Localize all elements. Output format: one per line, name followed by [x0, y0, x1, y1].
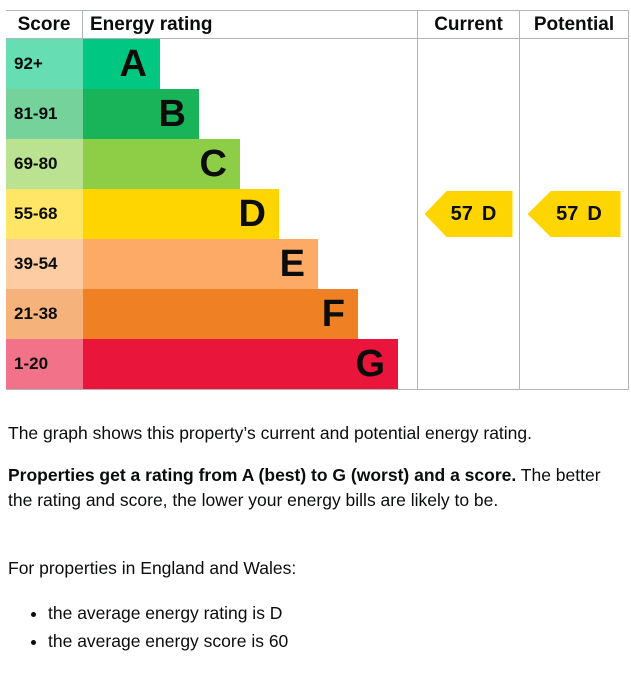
potential-rating-score: 57 [556, 202, 579, 225]
current-column-cell [417, 339, 519, 389]
band-score-range: 81-91 [6, 89, 83, 139]
band-bar-cell: B [83, 89, 417, 139]
current-rating-arrow: 57 D [424, 191, 513, 237]
region-intro: For properties in England and Wales: [8, 558, 297, 578]
band-bar-cell: D [83, 189, 417, 239]
band-score-range: 69-80 [6, 139, 83, 189]
average-rating-item: the average energy rating is D [48, 601, 628, 626]
band-row-e: 39-54 E [6, 239, 628, 289]
band-score-range: 92+ [6, 39, 83, 89]
graph-description: The graph shows this property’s current … [8, 423, 533, 443]
band-bar-a: A [83, 39, 160, 89]
band-letter: C [199, 143, 227, 185]
band-row-a: 92+ A [6, 39, 628, 89]
band-bar-cell: C [83, 139, 417, 189]
header-score: Score [6, 11, 83, 38]
band-score-range: 1-20 [6, 339, 83, 389]
potential-rating-letter: D [587, 202, 602, 225]
band-row-f: 21-38 F [6, 289, 628, 339]
energy-rating-graph: Score Energy rating Current Potential 92… [6, 10, 629, 390]
band-letter: B [158, 93, 186, 135]
current-column-cell [417, 289, 519, 339]
rating-explanation-bold: Properties get a rating from A (best) to… [8, 465, 517, 485]
band-score-range: 55-68 [6, 189, 83, 239]
band-bar-cell: G [83, 339, 417, 389]
rating-explanation: Properties get a rating from A (best) to… [8, 463, 628, 513]
band-bar-g: G [83, 339, 398, 389]
header-current: Current [417, 11, 519, 38]
graph-description-section: The graph shows this property’s current … [8, 421, 628, 654]
band-letter: D [238, 193, 266, 235]
average-stats-list: the average energy rating is D the avera… [8, 601, 628, 654]
current-column-cell [417, 39, 519, 89]
band-bar-c: C [83, 139, 240, 189]
band-row-d: 55-68 D 57 D 57 D [6, 189, 628, 239]
band-score-range: 21-38 [6, 289, 83, 339]
current-rating-score: 57 [450, 202, 473, 225]
band-score-range: 39-54 [6, 239, 83, 289]
band-bar-b: B [83, 89, 199, 139]
band-letter: E [279, 243, 305, 285]
current-column-cell [417, 239, 519, 289]
potential-column-cell: 57 D [519, 189, 628, 239]
average-score-item: the average energy score is 60 [48, 629, 628, 654]
band-bar-cell: F [83, 289, 417, 339]
rating-explanation-rest: The better the rating and score, the low… [8, 465, 601, 510]
current-column-cell: 57 D [417, 189, 519, 239]
header-energy-rating: Energy rating [90, 13, 213, 35]
current-rating-letter: D [481, 202, 497, 225]
band-row-c: 69-80 C [6, 139, 628, 189]
band-bar-cell: A [83, 39, 417, 89]
potential-column-cell [519, 39, 628, 89]
band-row-b: 81-91 B [6, 89, 628, 139]
potential-column-cell [519, 89, 628, 139]
graph-header-row: Score Energy rating Current Potential [6, 11, 628, 39]
band-bar-f: F [83, 289, 358, 339]
current-column-cell [417, 89, 519, 139]
potential-column-cell [519, 339, 628, 389]
band-letter: F [321, 293, 345, 335]
band-bar-d: D [83, 189, 279, 239]
band-rows: 92+ A 81-91 B 69-80 C 55-68 D 57 D 57 D 39-54 E 21-38 F… [6, 39, 628, 389]
band-letter: A [119, 43, 147, 85]
potential-rating-arrow: 57 D [527, 191, 621, 237]
current-column-cell [417, 139, 519, 189]
potential-column-cell [519, 139, 628, 189]
potential-column-cell [519, 289, 628, 339]
band-letter: G [355, 343, 385, 385]
potential-column-cell [519, 239, 628, 289]
band-bar-cell: E [83, 239, 417, 289]
header-potential: Potential [519, 11, 628, 38]
band-row-g: 1-20 G [6, 339, 628, 389]
band-bar-e: E [83, 239, 318, 289]
